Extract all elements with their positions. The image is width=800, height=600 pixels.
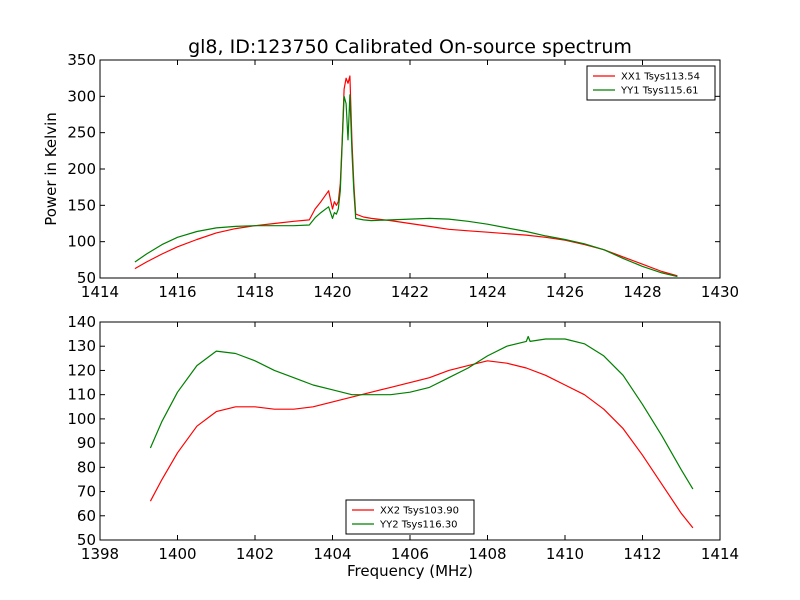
- bottom-x-tick-label: 1404: [313, 545, 351, 563]
- bottom-y-tick-label: 100: [67, 410, 96, 428]
- top-y-tick-label: 150: [67, 196, 96, 214]
- bottom-x-tick-label: 1400: [158, 545, 196, 563]
- bottom-x-tick-label: 1412: [623, 545, 661, 563]
- bottom-x-tick-label: 1414: [701, 545, 739, 563]
- top-x-tick-label: 1424: [468, 283, 506, 301]
- top-y-tick-label: 50: [77, 269, 96, 287]
- top-y-tick-label: 100: [67, 233, 96, 251]
- top-y-tick-label: 350: [67, 51, 96, 69]
- top-x-tick-label: 1426: [546, 283, 584, 301]
- bottom-legend-box: [345, 499, 475, 535]
- top-legend-label: YY1 Tsys115.61: [620, 86, 699, 97]
- top-x-tick-label: 1418: [236, 283, 274, 301]
- top-y-axis-label: Power in Kelvin: [42, 112, 60, 226]
- top-x-tick-label: 1422: [391, 283, 429, 301]
- bottom-y-tick-label: 110: [67, 386, 96, 404]
- bottom-plot: 1398 1400 1402 1404 1406 1408 1410 1412 1414 50 60…: [67, 313, 739, 563]
- bottom-x-tick-label: 1410: [546, 545, 584, 563]
- bottom-y-tick-label: 120: [67, 361, 96, 379]
- top-legend: XX1 Tsys113.54 YY1 Tsys115.61: [586, 65, 716, 101]
- top-y-tick-label: 250: [67, 124, 96, 142]
- top-series-line-1: [134, 94, 678, 278]
- top-series-line-0: [134, 75, 678, 277]
- bottom-y-tick-label: 80: [77, 458, 96, 476]
- bottom-legend-label: XX2 Tsys103.90: [380, 506, 459, 517]
- bottom-legend-label: YY2 Tsys116.30: [379, 520, 458, 531]
- top-legend-box: [586, 65, 716, 101]
- bottom-y-tick-label: 140: [67, 313, 96, 331]
- top-x-tick-label: 1420: [313, 283, 351, 301]
- top-plot: 1414 1416 1418 1420 1422 1424 1426 1428 1430 50 10…: [67, 51, 739, 301]
- bottom-series-line-1: [149, 335, 694, 490]
- bottom-x-axis-label: Frequency (MHz): [347, 562, 473, 580]
- top-x-tick-label: 1428: [623, 283, 661, 301]
- top-y-tick-label: 200: [67, 160, 96, 178]
- bottom-x-tick-label: 1402: [236, 545, 274, 563]
- bottom-y-tick-label: 60: [77, 507, 96, 525]
- bottom-x-tick-label: 1408: [468, 545, 506, 563]
- bottom-legend: XX2 Tsys103.90 YY2 Tsys116.30: [345, 499, 475, 535]
- bottom-x-tick-label: 1406: [391, 545, 429, 563]
- top-x-tick-label: 1416: [158, 283, 196, 301]
- bottom-y-tick-label: 70: [77, 483, 96, 501]
- chart-title: gl8, ID:123750 Calibrated On-source spec…: [188, 36, 632, 58]
- bottom-x-tick-label: 1398: [81, 545, 119, 563]
- top-x-tick-label: 1414: [81, 283, 119, 301]
- bottom-y-tick-label: 50: [77, 531, 96, 549]
- top-y-tick-label: 300: [67, 87, 96, 105]
- top-x-tick-label: 1430: [701, 283, 739, 301]
- bottom-y-tick-label: 130: [67, 337, 96, 355]
- top-legend-label: XX1 Tsys113.54: [621, 72, 700, 83]
- bottom-y-tick-label: 90: [77, 434, 96, 452]
- bottom-series-line-0: [149, 360, 694, 529]
